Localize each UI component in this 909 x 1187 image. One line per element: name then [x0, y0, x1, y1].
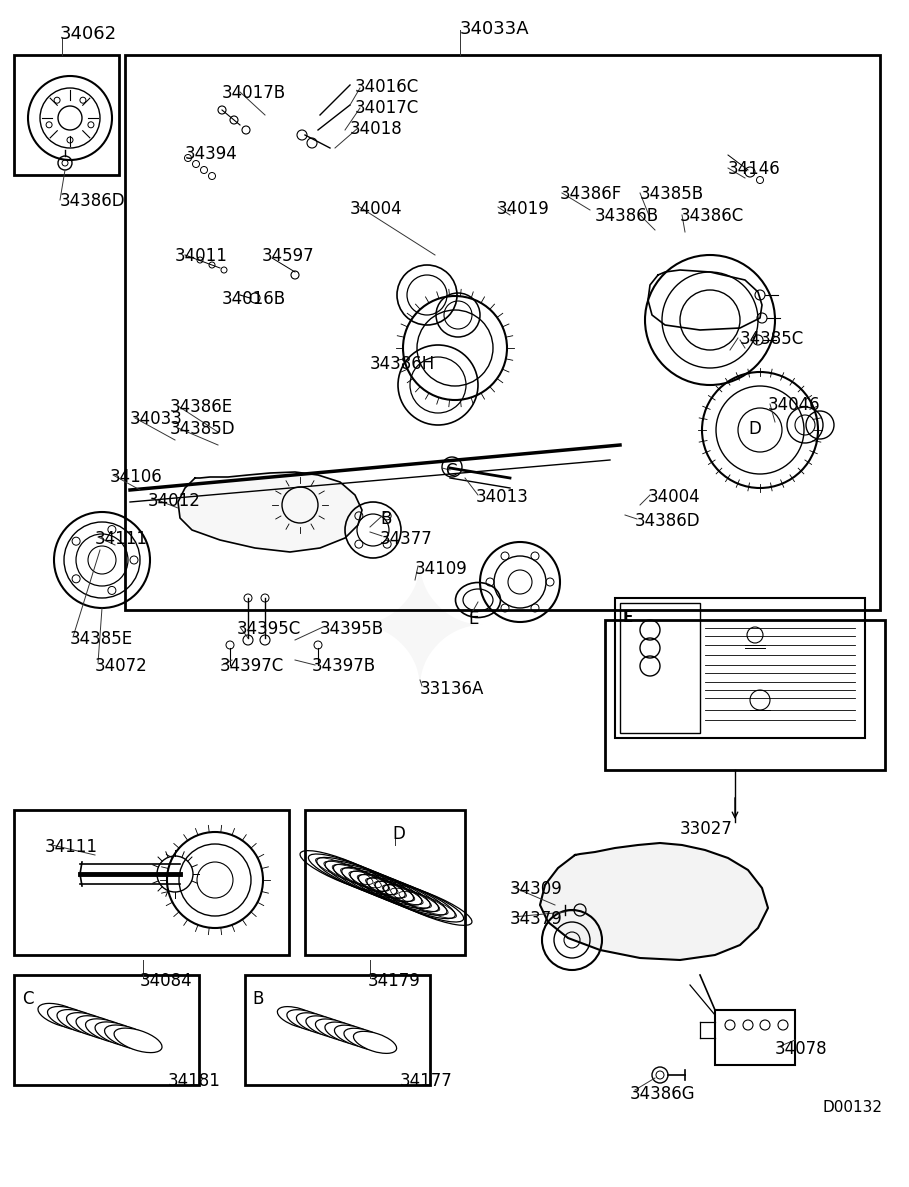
Bar [14, 810, 289, 956]
Text: 34033: 34033 [130, 410, 183, 429]
Text: 34309: 34309 [510, 880, 563, 899]
Bar [715, 1010, 795, 1065]
Text: B: B [380, 510, 392, 528]
Text: 34385E: 34385E [70, 630, 133, 648]
Ellipse shape [114, 1028, 162, 1053]
Ellipse shape [76, 1016, 124, 1040]
Polygon shape [178, 472, 362, 552]
Ellipse shape [57, 1010, 105, 1034]
Text: C: C [22, 990, 34, 1008]
Bar [14, 975, 199, 1085]
Text: 33136A: 33136A [420, 680, 484, 698]
Ellipse shape [306, 1016, 349, 1037]
Ellipse shape [38, 1003, 86, 1028]
Text: 34386D: 34386D [635, 512, 701, 531]
Text: 34016B: 34016B [222, 290, 286, 307]
Ellipse shape [47, 1007, 95, 1032]
Text: 34377: 34377 [380, 531, 433, 548]
Text: 34397B: 34397B [312, 656, 376, 675]
Text: 34386F: 34386F [560, 185, 623, 203]
Bar [305, 810, 465, 956]
Polygon shape [540, 843, 768, 960]
Ellipse shape [95, 1022, 143, 1047]
Bar [620, 603, 700, 734]
Text: 34017B: 34017B [222, 84, 286, 102]
Text: 34106: 34106 [110, 468, 163, 485]
Text: D: D [392, 825, 405, 843]
Ellipse shape [325, 1022, 368, 1045]
Text: 34386E: 34386E [170, 398, 233, 415]
Text: 34379: 34379 [510, 910, 563, 928]
Ellipse shape [287, 1010, 330, 1032]
Text: D: D [748, 420, 761, 438]
Text: 34386D: 34386D [60, 192, 125, 210]
Ellipse shape [335, 1026, 377, 1047]
Text: 34386B: 34386B [595, 207, 659, 226]
Text: 34019: 34019 [497, 199, 550, 218]
Bar [605, 620, 885, 770]
Ellipse shape [85, 1018, 134, 1043]
Text: 34385B: 34385B [640, 185, 704, 203]
Bar [125, 55, 880, 610]
Text: C: C [445, 462, 456, 480]
Text: 34013: 34013 [476, 488, 529, 506]
Bar [14, 55, 119, 174]
Bar [245, 975, 430, 1085]
Text: B: B [252, 990, 264, 1008]
Text: 34386H: 34386H [370, 355, 435, 373]
Bar [615, 598, 865, 738]
Text: 34395B: 34395B [320, 620, 385, 637]
Ellipse shape [354, 1032, 396, 1053]
Text: 34046: 34046 [768, 396, 821, 414]
Ellipse shape [105, 1026, 153, 1049]
Text: 34146: 34146 [728, 160, 781, 178]
Text: 34597: 34597 [262, 247, 315, 265]
Text: 34018: 34018 [350, 120, 403, 138]
Ellipse shape [277, 1007, 321, 1029]
Text: 34394: 34394 [185, 145, 238, 163]
Text: D00132: D00132 [822, 1100, 882, 1115]
Text: 34385D: 34385D [170, 420, 235, 438]
Text: E: E [468, 610, 478, 628]
Text: 34062: 34062 [60, 25, 117, 43]
Text: E: E [623, 610, 634, 626]
Text: 34111: 34111 [95, 531, 148, 548]
Text: 34111: 34111 [45, 838, 98, 856]
Text: 33027: 33027 [680, 820, 733, 838]
Ellipse shape [344, 1028, 387, 1050]
Text: 34004: 34004 [648, 488, 701, 506]
Text: 34386G: 34386G [630, 1085, 695, 1103]
Text: 34016C: 34016C [355, 78, 419, 96]
Text: 34386C: 34386C [680, 207, 744, 226]
Text: 34033A: 34033A [460, 20, 530, 38]
Ellipse shape [315, 1018, 358, 1041]
Text: 34109: 34109 [415, 560, 468, 578]
Text: ✦: ✦ [350, 559, 490, 722]
Text: 34072: 34072 [95, 656, 148, 675]
Text: 34385C: 34385C [740, 330, 804, 348]
Text: 34397C: 34397C [220, 656, 285, 675]
Text: 34395C: 34395C [237, 620, 301, 637]
Text: 34017C: 34017C [355, 99, 419, 118]
Text: 34004: 34004 [350, 199, 403, 218]
Text: 34179: 34179 [368, 972, 421, 990]
Text: 34078: 34078 [775, 1040, 827, 1058]
Text: 34011: 34011 [175, 247, 228, 265]
Ellipse shape [296, 1013, 340, 1035]
Text: 34181: 34181 [168, 1072, 221, 1090]
Ellipse shape [66, 1013, 115, 1037]
Text: 34177: 34177 [400, 1072, 453, 1090]
Text: 34012: 34012 [148, 491, 201, 510]
Text: 34084: 34084 [140, 972, 193, 990]
